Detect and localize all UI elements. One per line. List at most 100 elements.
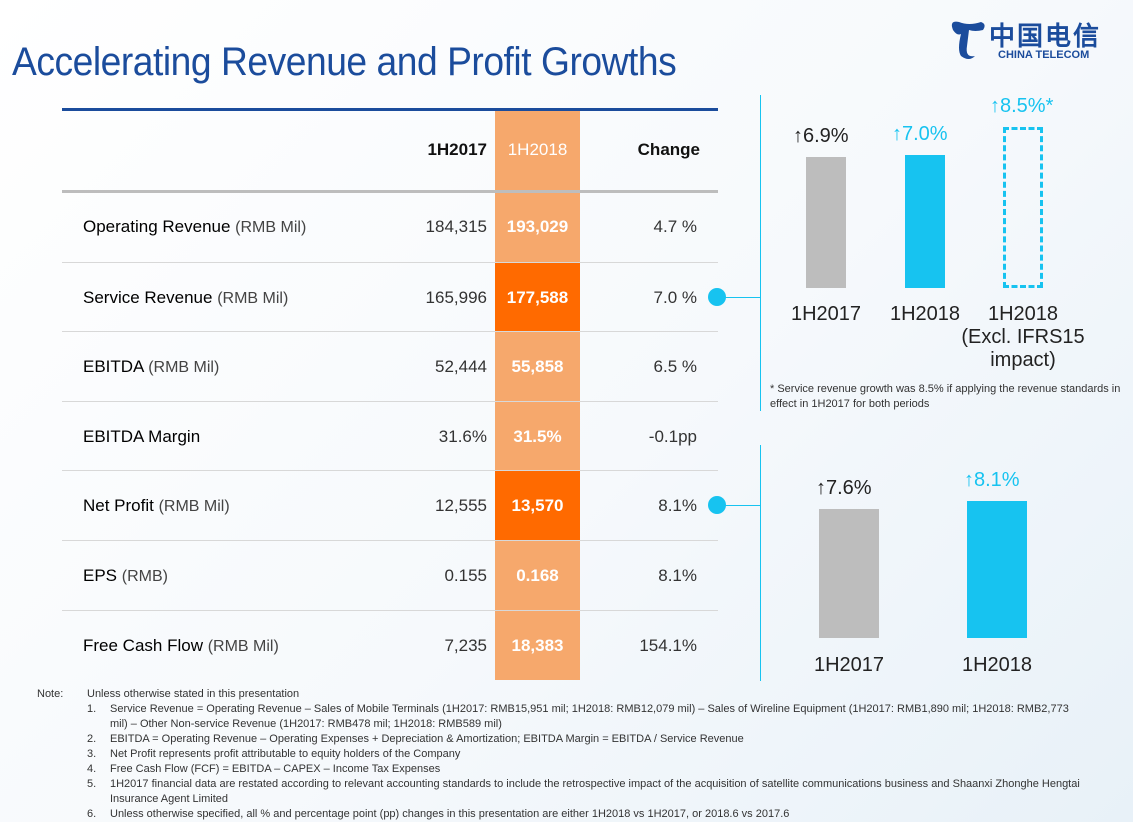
metric-name: Free Cash Flow <box>83 635 203 655</box>
up-arrow-icon: ↑ <box>964 468 974 491</box>
header-1h2018: 1H2018 <box>507 140 568 159</box>
chart1-category-label: 1H2017 <box>791 303 861 326</box>
note-text: Unless otherwise specified, all % and pe… <box>110 808 790 820</box>
chart1-category-line: (Excl. IFRS15 <box>961 326 1085 348</box>
net-profit-connector-line <box>724 505 760 506</box>
value-1h2018: 31.5% <box>513 426 562 446</box>
table-row: Free Cash Flow (RMB Mil) 7,235 18,383 15… <box>62 609 718 682</box>
chart2-category-label: 1H2018 <box>961 654 1033 676</box>
metric-name: EBITDA Margin <box>83 426 201 446</box>
row-label: Net Profit (RMB Mil) <box>83 471 230 542</box>
value-change: 8.1% <box>658 566 697 585</box>
chart2-bar <box>819 509 879 638</box>
chart1-category-line: 1H2018 <box>889 303 961 325</box>
value-1h2018: 55,858 <box>511 357 564 377</box>
note-text: Free Cash Flow (FCF) = EBITDA – CAPEX – … <box>110 763 441 775</box>
china-telecom-logo: 中国电信 CHINA TELECOM <box>945 16 1105 62</box>
table-row: EPS (RMB) 0.155 0.168 8.1% <box>62 540 718 610</box>
chart2-bracket-line <box>760 445 761 681</box>
value-1h2017: 52,444 <box>435 357 487 377</box>
chart1-growth-label: ↑7.0% <box>892 123 948 146</box>
table-row: EBITDA Margin 31.6% 31.5% -0.1pp <box>62 400 718 473</box>
chart1-value-label: 7.0% <box>902 123 948 146</box>
chart1-growth-label: ↑6.9% <box>793 125 849 148</box>
chart1-bar <box>1003 126 1043 288</box>
value-1h2017: 7,235 <box>444 635 487 655</box>
net-profit-connector-dot <box>708 496 726 514</box>
value-change: 154.1% <box>639 635 697 655</box>
metric-unit: (RMB Mil) <box>217 289 289 307</box>
row-label: Operating Revenue (RMB Mil) <box>83 192 306 263</box>
value-1h2017: 31.6% <box>438 426 487 446</box>
chart1-category-label: 1H2018 (Excl. IFRS15 impact) <box>961 303 1084 372</box>
metric-unit: (RMB) <box>121 568 168 585</box>
note-number: 2. <box>87 733 97 745</box>
note-number: 5. <box>87 778 97 790</box>
value-1h2017: 0.155 <box>444 566 487 585</box>
chart2-value-label: 8.1% <box>974 468 1020 491</box>
header-rule <box>62 190 718 193</box>
telecom-logo-icon <box>951 21 985 59</box>
note-number: 6. <box>87 808 97 820</box>
chart2-growth-label: ↑7.6% <box>816 477 872 500</box>
chart2-value-label: 7.6% <box>826 477 872 499</box>
note-item: 1. Service Revenue = Operating Revenue – … <box>87 702 1087 732</box>
note-number: 1. <box>87 703 97 715</box>
metric-name: EBITDA <box>83 357 144 377</box>
up-arrow-icon: ↑ <box>816 477 826 499</box>
chart1-category-line: 1H2017 <box>790 303 862 325</box>
up-arrow-icon: ↑ <box>892 123 902 146</box>
metric-unit: (RMB Mil) <box>207 637 279 655</box>
notes-label: Note: <box>37 688 64 700</box>
value-1h2018: 193,029 <box>506 217 569 236</box>
service-revenue-connector-line <box>724 297 760 298</box>
header-1h2017: 1H2017 <box>427 140 487 159</box>
row-label: EBITDA Margin <box>83 402 200 473</box>
value-change: -0.1pp <box>648 426 697 446</box>
header-change: Change <box>637 140 700 159</box>
value-change: 6.5 % <box>653 357 697 377</box>
row-label: Free Cash Flow (RMB Mil) <box>83 611 279 682</box>
note-number: 3. <box>87 748 97 760</box>
value-change: 4.7 % <box>653 217 697 236</box>
table-top-rule <box>62 108 718 111</box>
metric-name: EPS <box>83 566 118 585</box>
up-arrow-icon: ↑ <box>793 125 803 147</box>
metric-unit: (RMB Mil) <box>235 219 307 236</box>
value-change: 8.1% <box>658 496 697 516</box>
chart1-value-label: 6.9% <box>803 125 849 147</box>
row-label: EPS (RMB) <box>83 541 168 612</box>
note-item: 6. Unless otherwise specified, all % and … <box>87 807 1087 822</box>
chart2-growth-label: ↑8.1% <box>964 469 1020 492</box>
chart1-category-line: impact) <box>990 349 1056 371</box>
chart1-growth-label: ↑8.5%* <box>990 95 1053 118</box>
financial-table: 1H2017 1H2018 Change Operating Revenue (… <box>62 108 718 680</box>
notes-block: Unless otherwise stated in this presenta… <box>87 687 1087 822</box>
table-row: Net Profit (RMB Mil) 12,555 13,570 8.1% <box>62 470 718 542</box>
row-label: EBITDA (RMB Mil) <box>83 332 219 403</box>
value-1h2018: 13,570 <box>495 471 580 541</box>
service-revenue-connector-dot <box>708 288 726 306</box>
notes-intro: Unless otherwise stated in this presenta… <box>87 688 300 700</box>
value-1h2017: 165,996 <box>425 287 487 307</box>
note-item: 4. Free Cash Flow (FCF) = EBITDA – CAPEX … <box>87 762 1087 777</box>
logo-chinese-text: 中国电信 <box>989 21 1102 51</box>
note-text: EBITDA = Operating Revenue – Operating E… <box>110 733 744 745</box>
row-label: Service Revenue (RMB Mil) <box>83 263 288 334</box>
note-item: 3. Net Profit represents profit attributa… <box>87 747 1087 762</box>
value-1h2017: 12,555 <box>435 496 487 516</box>
notes-list: 1. Service Revenue = Operating Revenue – … <box>87 702 1087 822</box>
note-number: 4. <box>87 763 97 775</box>
up-arrow-icon: ↑ <box>990 94 1000 117</box>
note-text: Service Revenue = Operating Revenue – Sa… <box>110 703 1069 730</box>
value-change: 7.0 % <box>653 287 697 307</box>
chart1-category-label: 1H2018 <box>890 303 960 326</box>
logo-english-text: CHINA TELECOM <box>998 49 1090 61</box>
chart2-category-label: 1H2017 <box>813 654 885 676</box>
value-1h2018: 18,383 <box>511 635 564 655</box>
chart1-bar <box>905 155 945 288</box>
value-1h2018: 0.168 <box>516 566 559 585</box>
note-text: Net Profit represents profit attributabl… <box>110 748 461 760</box>
chart1-category-line: 1H2018 <box>987 303 1059 325</box>
highlight-column-1h2018 <box>495 110 580 680</box>
